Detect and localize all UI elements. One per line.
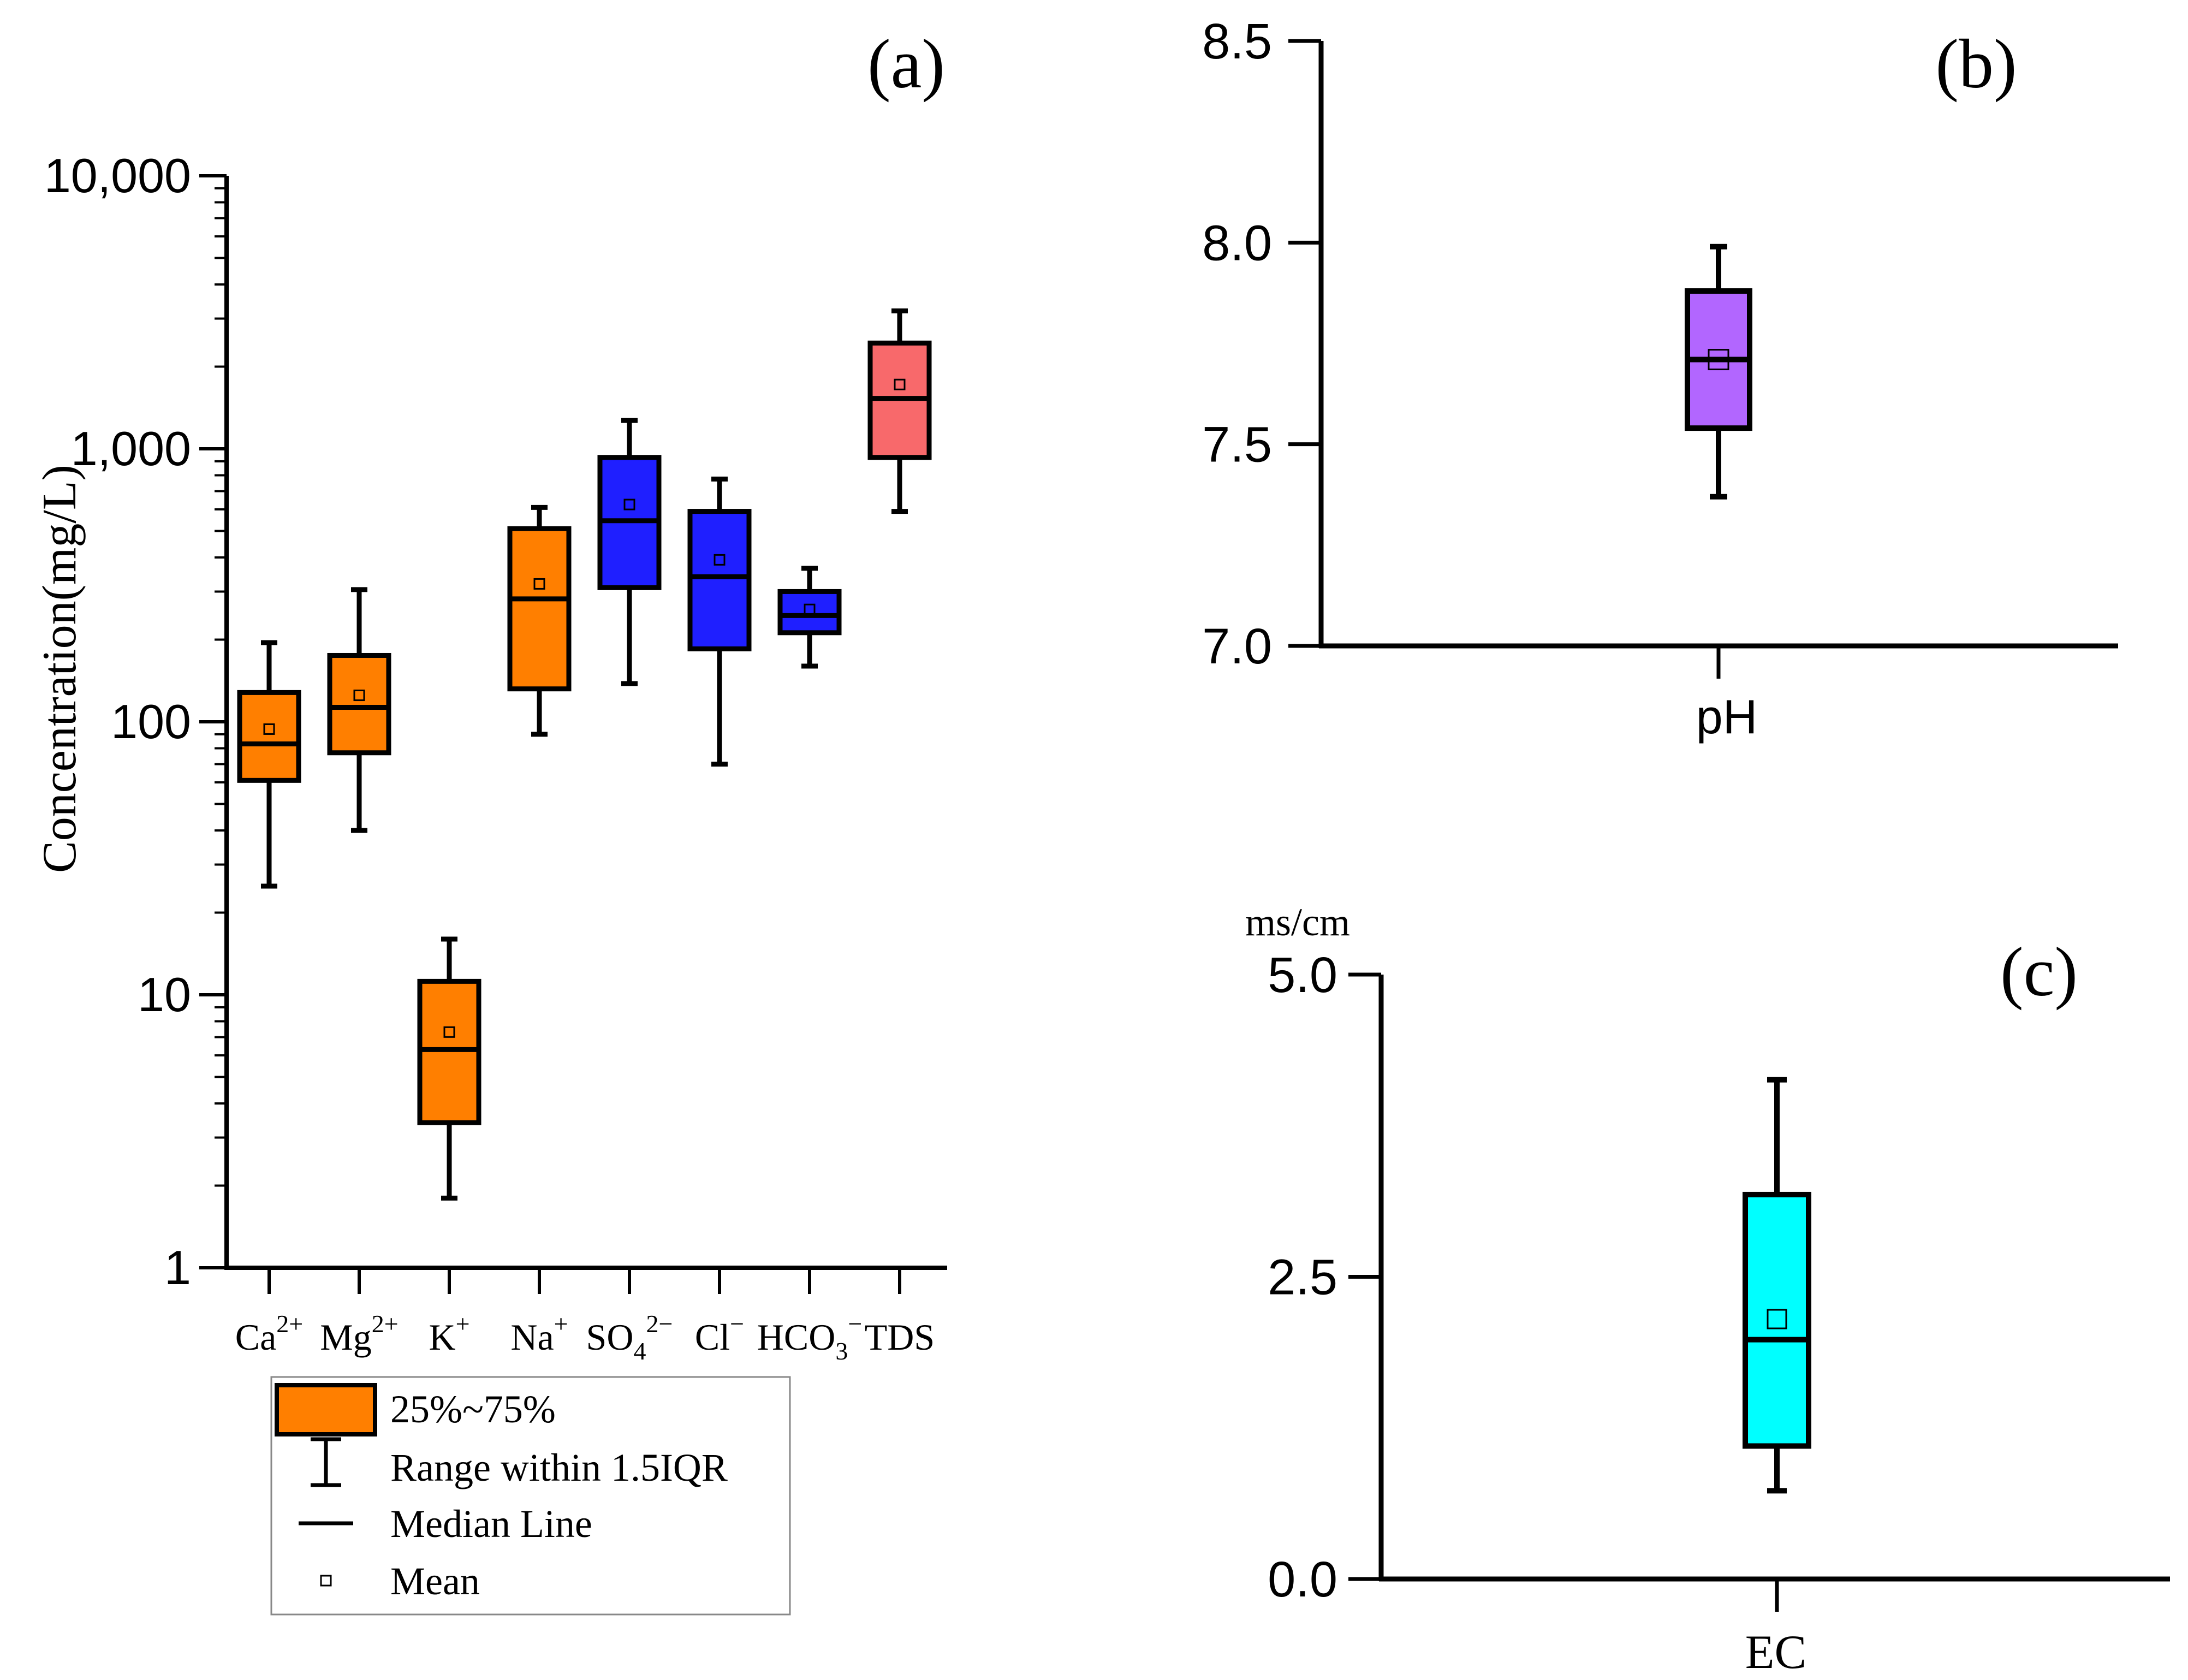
panel-a-x-tick-label: TDS [865, 1316, 935, 1358]
panel-c-chart: (c) ms/cm 0.0 2.5 5.0 EC [1245, 900, 2170, 1679]
panel-b-series-0-mean-marker [1708, 349, 1729, 371]
panel-b-chart: (b) 7.0 7.5 8.0 8.5 pH [1202, 14, 2118, 744]
panel-a-x-tick-label: Mg2+ [320, 1310, 398, 1358]
panel-a-series-2-mean-marker [443, 1026, 455, 1038]
panel-a-series-0-mean-marker [263, 723, 275, 735]
panel-a-series-5-box [687, 509, 752, 651]
panel-a-series-0-box [237, 690, 301, 783]
panel-a-series-3-box [507, 526, 572, 692]
panel-a-series-1-mean-marker [353, 690, 365, 702]
panel-c-category-label: EC [1745, 1626, 1806, 1679]
panel-a-x-tick-label: HCO3− [757, 1310, 863, 1365]
panel-c-y-tick-label: 2.5 [1268, 1250, 1337, 1305]
panel-b-category-label: pH [1696, 690, 1758, 744]
legend-box-swatch [275, 1383, 377, 1436]
panel-a-y-tick-label: 10,000 [44, 149, 191, 203]
legend-label-box: 25%~75% [390, 1387, 556, 1431]
panel-c-series-0-mean-marker [1767, 1309, 1787, 1329]
panel-a-x-tick-label: SO42− [586, 1310, 673, 1365]
panel-a-series-3-mean-marker [533, 578, 545, 590]
panel-b-y-tick-label: 8.5 [1202, 14, 1272, 69]
legend-label-whisker: Range within 1.5IQR [390, 1446, 728, 1489]
panel-a-series-7-mean-marker [894, 378, 906, 390]
panel-c-series-0-box [1743, 1191, 1811, 1449]
panel-a-series-1-box [327, 652, 391, 756]
legend-mean-symbol [320, 1575, 332, 1587]
panel-a-x-tick-label: K+ [429, 1310, 469, 1358]
panel-a-y-tick-label: 1 [164, 1240, 191, 1295]
panel-a-series-6-box [777, 589, 842, 636]
panel-a-x-tick-label: Na+ [510, 1310, 568, 1358]
panel-c-unit-label: ms/cm [1245, 900, 1350, 944]
panel-a-y-tick-label: 10 [138, 967, 191, 1022]
legend-whisker-symbol [311, 1437, 341, 1487]
panel-a-y-tick-label: 1,000 [71, 422, 191, 476]
panel-c-y-tick-label: 0.0 [1268, 1552, 1337, 1607]
panel-a-series-5-mean-marker [714, 554, 726, 566]
panel-a-x-tick-label: Ca2+ [235, 1310, 304, 1358]
panel-b-label: (b) [1935, 25, 2017, 103]
legend-label-mean: Mean [390, 1559, 480, 1603]
panel-b-y-tick-label: 7.0 [1202, 619, 1272, 674]
panel-a-y-tick-label: 100 [111, 694, 191, 749]
panel-a-series-4-mean-marker [623, 498, 635, 510]
panel-b-y-tick-label: 7.5 [1202, 417, 1272, 473]
panel-a-series-6-mean-marker [804, 603, 816, 615]
legend: 25%~75% Range within 1.5IQR Median Line … [270, 1376, 791, 1616]
panel-b-y-tick-label: 8.0 [1202, 215, 1272, 271]
panel-a-chart: (a) Concentration(mg/L) 1 10 100 1,000 10,00… [33, 25, 947, 1365]
panel-c-y-tick-label: 5.0 [1268, 947, 1337, 1003]
panel-a-y-axis-title: Concentration(mg/L) [33, 465, 86, 873]
legend-label-median: Median Line [390, 1502, 592, 1546]
panel-a-label: (a) [867, 25, 945, 103]
panel-c-label: (c) [2000, 933, 2078, 1011]
panel-a-x-tick-label: Cl− [695, 1310, 744, 1358]
